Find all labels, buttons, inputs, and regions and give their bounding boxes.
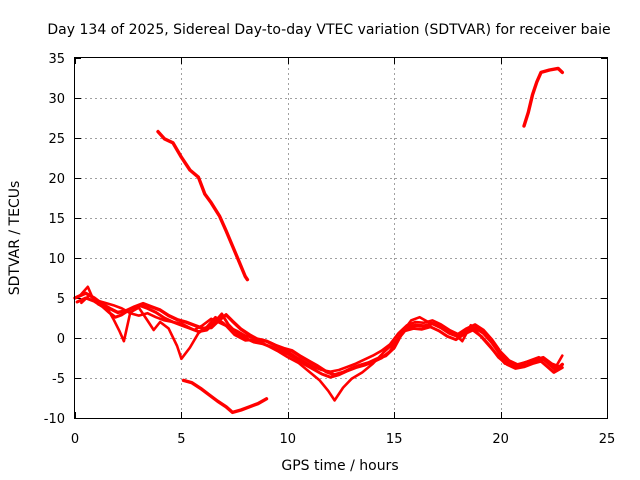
series-line-arc-d xyxy=(80,293,562,373)
x-tick-label: 0 xyxy=(71,432,79,447)
y-tick-label: 25 xyxy=(48,132,65,147)
y-tick-label: 35 xyxy=(48,52,65,67)
x-tick-label: 5 xyxy=(177,432,185,447)
y-tick-label: 10 xyxy=(48,252,65,267)
x-tick-label: 10 xyxy=(280,432,297,447)
plot-frame xyxy=(74,57,608,419)
y-tick-label: 0 xyxy=(57,332,65,347)
y-tick-label: 5 xyxy=(57,292,65,307)
y-axis-label: SDTVAR / TECUs xyxy=(7,181,23,296)
y-tick-label: 20 xyxy=(48,172,65,187)
x-axis-label: GPS time / hours xyxy=(281,458,398,474)
y-tick-label: 30 xyxy=(48,92,65,107)
grid-lines xyxy=(75,58,607,418)
series-line-arc-g xyxy=(522,66,564,128)
series-line-arc-e xyxy=(156,129,250,282)
chart-title: Day 134 of 2025, Sidereal Day-to-day VTE… xyxy=(47,22,610,38)
series-group xyxy=(73,66,564,415)
x-tick-label: 15 xyxy=(386,432,403,447)
y-tick-label: 15 xyxy=(48,212,65,227)
y-tick-label: -5 xyxy=(52,372,65,387)
x-tick-label: 25 xyxy=(599,432,616,447)
y-tick-label: -10 xyxy=(44,412,65,427)
series-line-arc-a xyxy=(73,291,564,377)
series-line-arc-f xyxy=(181,378,269,415)
x-tick-label: 20 xyxy=(492,432,509,447)
